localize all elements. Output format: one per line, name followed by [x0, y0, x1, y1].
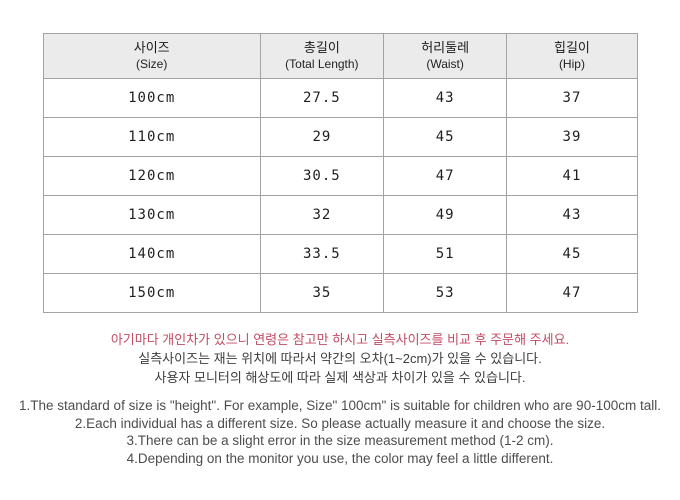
header-row: 사이즈 (Size) 총길이 (Total Length) 허리둘레 (Wais… [42, 33, 638, 79]
column-header-hip: 힙길이 (Hip) [506, 33, 638, 79]
size-cell: 120cm [42, 156, 261, 196]
total-length-cell: 35 [259, 273, 384, 313]
total-length-cell: 29 [259, 117, 384, 157]
table-row: 130cm 32 49 43 [42, 195, 638, 235]
size-cell: 110cm [42, 117, 261, 157]
total-length-cell: 30.5 [259, 156, 384, 196]
column-header-waist-en: (Waist) [426, 57, 464, 71]
column-header-total-length: 총길이 (Total Length) [259, 33, 384, 79]
column-header-hip-ko: 힙길이 [554, 40, 590, 55]
hip-cell: 47 [506, 273, 638, 313]
size-notes-english: 1.The standard of size is "height". For … [0, 397, 680, 467]
column-header-size: 사이즈 (Size) [42, 33, 261, 79]
waist-cell: 43 [382, 78, 508, 118]
total-length-cell: 33.5 [259, 234, 384, 274]
column-header-total-length-en: (Total Length) [285, 57, 359, 71]
total-length-cell: 32 [259, 195, 384, 235]
table-row: 120cm 30.5 47 41 [42, 156, 638, 196]
hip-cell: 39 [506, 117, 638, 157]
waist-cell: 51 [382, 234, 508, 274]
note-ko-measurement: 실측사이즈는 재는 위치에 따라서 약간의 오차(1~2cm)가 있을 수 있습… [138, 351, 542, 366]
size-cell: 100cm [42, 78, 261, 118]
hip-cell: 45 [506, 234, 638, 274]
size-table: 사이즈 (Size) 총길이 (Total Length) 허리둘레 (Wais… [42, 33, 638, 313]
hip-cell: 43 [506, 195, 638, 235]
size-table-body: 100cm 27.5 43 37 110cm 29 45 39 120cm 30… [42, 78, 638, 313]
note-en-1: 1.The standard of size is "height". For … [19, 398, 661, 413]
column-header-waist: 허리둘레 (Waist) [382, 33, 508, 79]
column-header-waist-ko: 허리둘레 [421, 40, 470, 55]
note-en-3: 3.There can be a slight error in the siz… [126, 433, 554, 448]
waist-cell: 45 [382, 117, 508, 157]
note-en-4: 4.Depending on the monitor you use, the … [126, 450, 554, 466]
note-ko-highlight: 아기마다 개인차가 있으니 연령은 참고만 하시고 실측사이즈를 비교 후 주문… [110, 332, 570, 347]
table-row: 110cm 29 45 39 [42, 117, 638, 157]
size-cell: 130cm [42, 195, 261, 235]
total-length-cell: 27.5 [259, 78, 384, 118]
column-header-total-length-ko: 총길이 [303, 40, 340, 55]
column-header-size-ko: 사이즈 [133, 40, 170, 55]
note-en-2: 2.Each individual has a different size. … [74, 415, 606, 431]
note-ko-monitor: 사용자 모니터의 해상도에 따라 실제 색상과 차이가 있을 수 있습니다. [154, 370, 526, 385]
table-row: 140cm 33.5 51 45 [42, 234, 638, 274]
hip-cell: 37 [506, 78, 638, 118]
hip-cell: 41 [506, 156, 638, 196]
waist-cell: 47 [382, 156, 508, 196]
waist-cell: 49 [382, 195, 508, 235]
size-table-header: 사이즈 (Size) 총길이 (Total Length) 허리둘레 (Wais… [42, 33, 638, 79]
size-cell: 150cm [42, 273, 261, 313]
column-header-hip-en: (Hip) [558, 57, 585, 71]
waist-cell: 53 [382, 273, 508, 313]
table-row: 150cm 35 53 47 [42, 273, 638, 313]
table-row: 100cm 27.5 43 37 [42, 78, 638, 118]
size-cell: 140cm [42, 234, 261, 274]
column-header-size-en: (Size) [136, 57, 168, 71]
size-notes: 아기마다 개인차가 있으니 연령은 참고만 하시고 실측사이즈를 비교 후 주문… [0, 330, 680, 467]
